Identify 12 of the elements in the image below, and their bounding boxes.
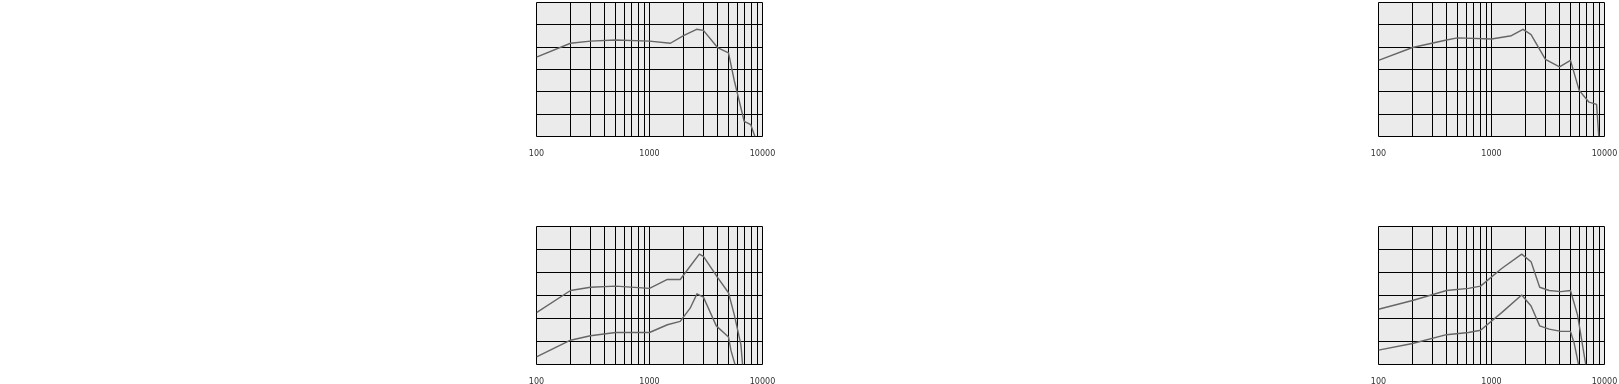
x-tick-label: 100 — [1370, 148, 1387, 158]
x-tick-label: 10000 — [749, 148, 776, 158]
x-tick-label: 10000 — [1591, 148, 1618, 158]
x-tick-label: 1000 — [1481, 376, 1502, 384]
x-tick-label: 10000 — [749, 376, 776, 384]
x-tick-label: 100 — [528, 148, 545, 158]
x-tick-label: 1000 — [639, 376, 660, 384]
x-tick-label: 1000 — [1481, 148, 1502, 158]
x-tick-label: 10000 — [1591, 376, 1618, 384]
x-tick-label: 1000 — [639, 148, 660, 158]
x-tick-label: 100 — [528, 376, 545, 384]
x-tick-label: 100 — [1370, 376, 1387, 384]
